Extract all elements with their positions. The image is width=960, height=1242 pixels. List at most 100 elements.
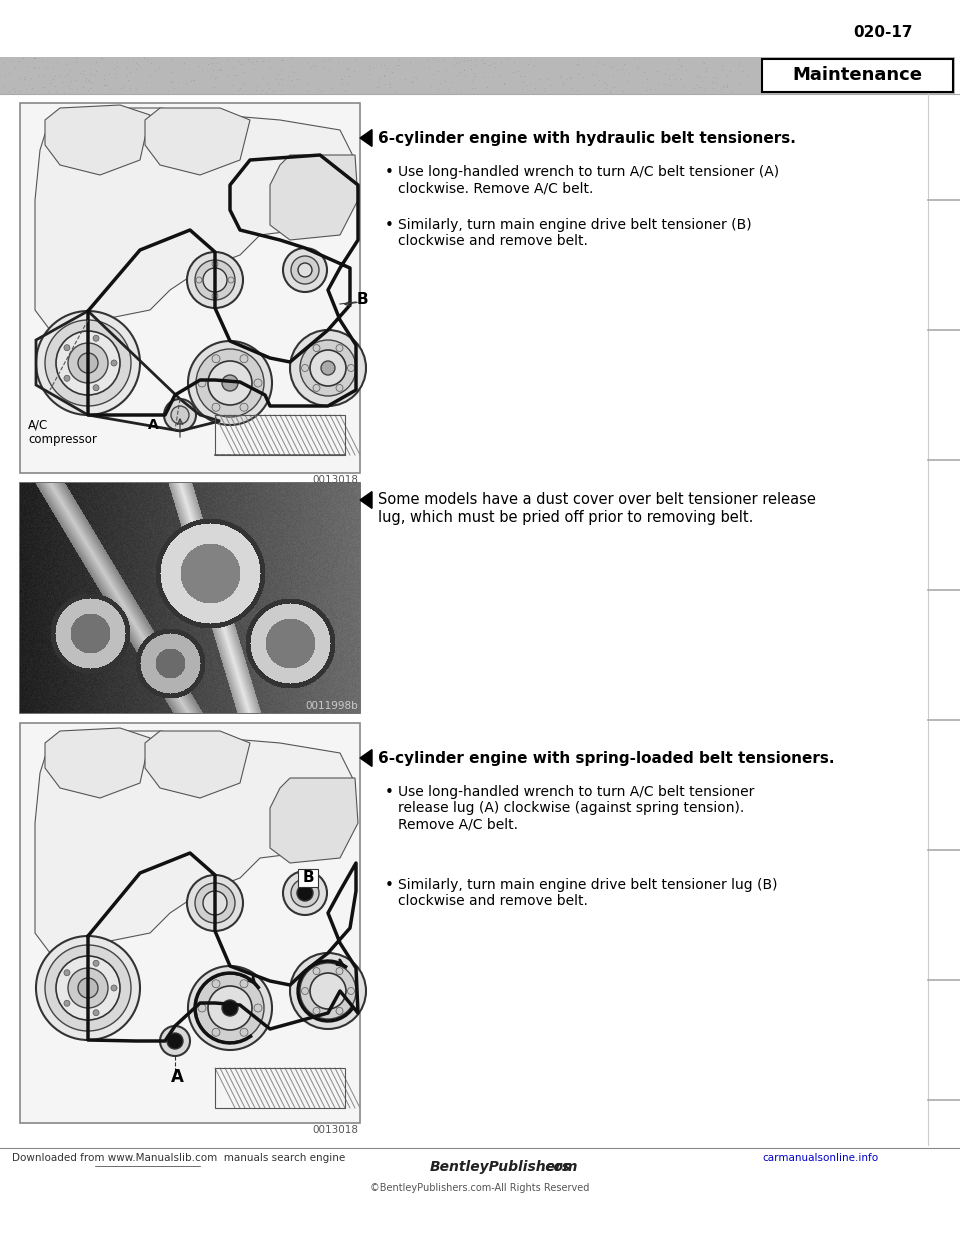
Text: clockwise and remove belt.: clockwise and remove belt. — [398, 894, 588, 908]
Circle shape — [336, 1007, 343, 1015]
Circle shape — [64, 1000, 70, 1006]
Circle shape — [348, 364, 354, 371]
Circle shape — [198, 379, 206, 388]
Text: 0013018: 0013018 — [312, 474, 358, 484]
Polygon shape — [45, 106, 150, 175]
Text: lug, which must be pried off prior to removing belt.: lug, which must be pried off prior to re… — [378, 510, 754, 525]
Text: BentleyPublishers: BentleyPublishers — [430, 1160, 571, 1174]
Circle shape — [93, 960, 99, 966]
Circle shape — [187, 876, 243, 932]
Circle shape — [212, 293, 218, 299]
Text: •: • — [385, 878, 394, 893]
Circle shape — [300, 340, 356, 396]
Circle shape — [212, 404, 220, 411]
Circle shape — [313, 1007, 320, 1015]
Polygon shape — [145, 732, 250, 799]
Circle shape — [195, 883, 235, 923]
Circle shape — [336, 344, 343, 351]
Circle shape — [336, 968, 343, 975]
Circle shape — [56, 956, 120, 1020]
Circle shape — [313, 344, 320, 351]
Circle shape — [195, 260, 235, 301]
Circle shape — [254, 379, 262, 388]
Circle shape — [93, 1010, 99, 1016]
Text: B: B — [302, 871, 314, 886]
Circle shape — [167, 1033, 183, 1049]
Polygon shape — [270, 155, 358, 240]
Bar — [762, 60, 953, 92]
Bar — [0, 57, 955, 94]
Circle shape — [313, 968, 320, 975]
Text: Use long-handled wrench to turn A/C belt tensioner (A): Use long-handled wrench to turn A/C belt… — [398, 165, 780, 179]
Bar — [215, 1068, 345, 1108]
Circle shape — [228, 277, 234, 283]
Bar — [20, 723, 360, 1123]
Circle shape — [240, 980, 248, 987]
Circle shape — [336, 385, 343, 391]
Circle shape — [64, 375, 70, 381]
Circle shape — [45, 945, 131, 1031]
Circle shape — [321, 361, 335, 375]
Circle shape — [301, 987, 308, 995]
Circle shape — [196, 277, 202, 283]
Text: release lug (A) clockwise (against spring tension).: release lug (A) clockwise (against sprin… — [398, 801, 744, 815]
Circle shape — [36, 310, 140, 415]
Text: clockwise. Remove A/C belt.: clockwise. Remove A/C belt. — [398, 181, 593, 195]
Text: A/C
compressor: A/C compressor — [28, 419, 97, 446]
Circle shape — [196, 349, 264, 417]
Circle shape — [313, 385, 320, 391]
Bar — [0, 0, 960, 56]
Circle shape — [208, 361, 252, 405]
Circle shape — [254, 1004, 262, 1012]
Circle shape — [297, 886, 313, 900]
Bar — [20, 483, 360, 713]
Polygon shape — [35, 732, 355, 953]
Circle shape — [283, 248, 327, 292]
Text: B: B — [357, 293, 369, 308]
Circle shape — [208, 986, 252, 1030]
Text: 6-cylinder engine with spring-loaded belt tensioners.: 6-cylinder engine with spring-loaded bel… — [378, 750, 834, 765]
Circle shape — [160, 1026, 190, 1056]
Circle shape — [212, 355, 220, 363]
Polygon shape — [270, 777, 358, 863]
Circle shape — [301, 364, 308, 371]
Polygon shape — [360, 129, 372, 147]
Text: ©BentleyPublishers.com-All Rights Reserved: ©BentleyPublishers.com-All Rights Reserv… — [371, 1182, 589, 1194]
Text: clockwise and remove belt.: clockwise and remove belt. — [398, 233, 588, 248]
Text: A: A — [171, 1068, 183, 1086]
Circle shape — [212, 1028, 220, 1036]
Circle shape — [290, 953, 366, 1030]
Circle shape — [64, 970, 70, 976]
Polygon shape — [360, 750, 372, 766]
Text: Similarly, turn main engine drive belt tensioner lug (B): Similarly, turn main engine drive belt t… — [398, 878, 778, 892]
Text: Maintenance: Maintenance — [792, 66, 922, 84]
Text: Some models have a dust cover over belt tensioner release: Some models have a dust cover over belt … — [378, 492, 816, 507]
Circle shape — [222, 1000, 238, 1016]
Circle shape — [198, 1004, 206, 1012]
Circle shape — [240, 355, 248, 363]
Circle shape — [196, 974, 264, 1042]
Circle shape — [240, 1028, 248, 1036]
Circle shape — [188, 342, 272, 425]
Circle shape — [188, 966, 272, 1049]
Text: .com: .com — [540, 1160, 578, 1174]
Text: 0013018: 0013018 — [312, 1125, 358, 1135]
Bar — [215, 415, 345, 455]
Circle shape — [68, 343, 108, 383]
Text: •: • — [385, 785, 394, 800]
Circle shape — [111, 360, 117, 366]
Circle shape — [290, 330, 366, 406]
Circle shape — [203, 268, 227, 292]
Text: A: A — [148, 419, 158, 432]
Text: Use long-handled wrench to turn A/C belt tensioner: Use long-handled wrench to turn A/C belt… — [398, 785, 755, 799]
Circle shape — [348, 987, 354, 995]
Polygon shape — [360, 492, 372, 508]
Circle shape — [212, 980, 220, 987]
Circle shape — [45, 320, 131, 406]
Text: Downloaded from www.Manualslib.com  manuals search engine: Downloaded from www.Manualslib.com manua… — [12, 1153, 346, 1163]
Circle shape — [111, 985, 117, 991]
Circle shape — [310, 972, 346, 1009]
Circle shape — [300, 963, 356, 1018]
Text: •: • — [385, 165, 394, 180]
Text: 6-cylinder engine with hydraulic belt tensioners.: 6-cylinder engine with hydraulic belt te… — [378, 130, 796, 145]
